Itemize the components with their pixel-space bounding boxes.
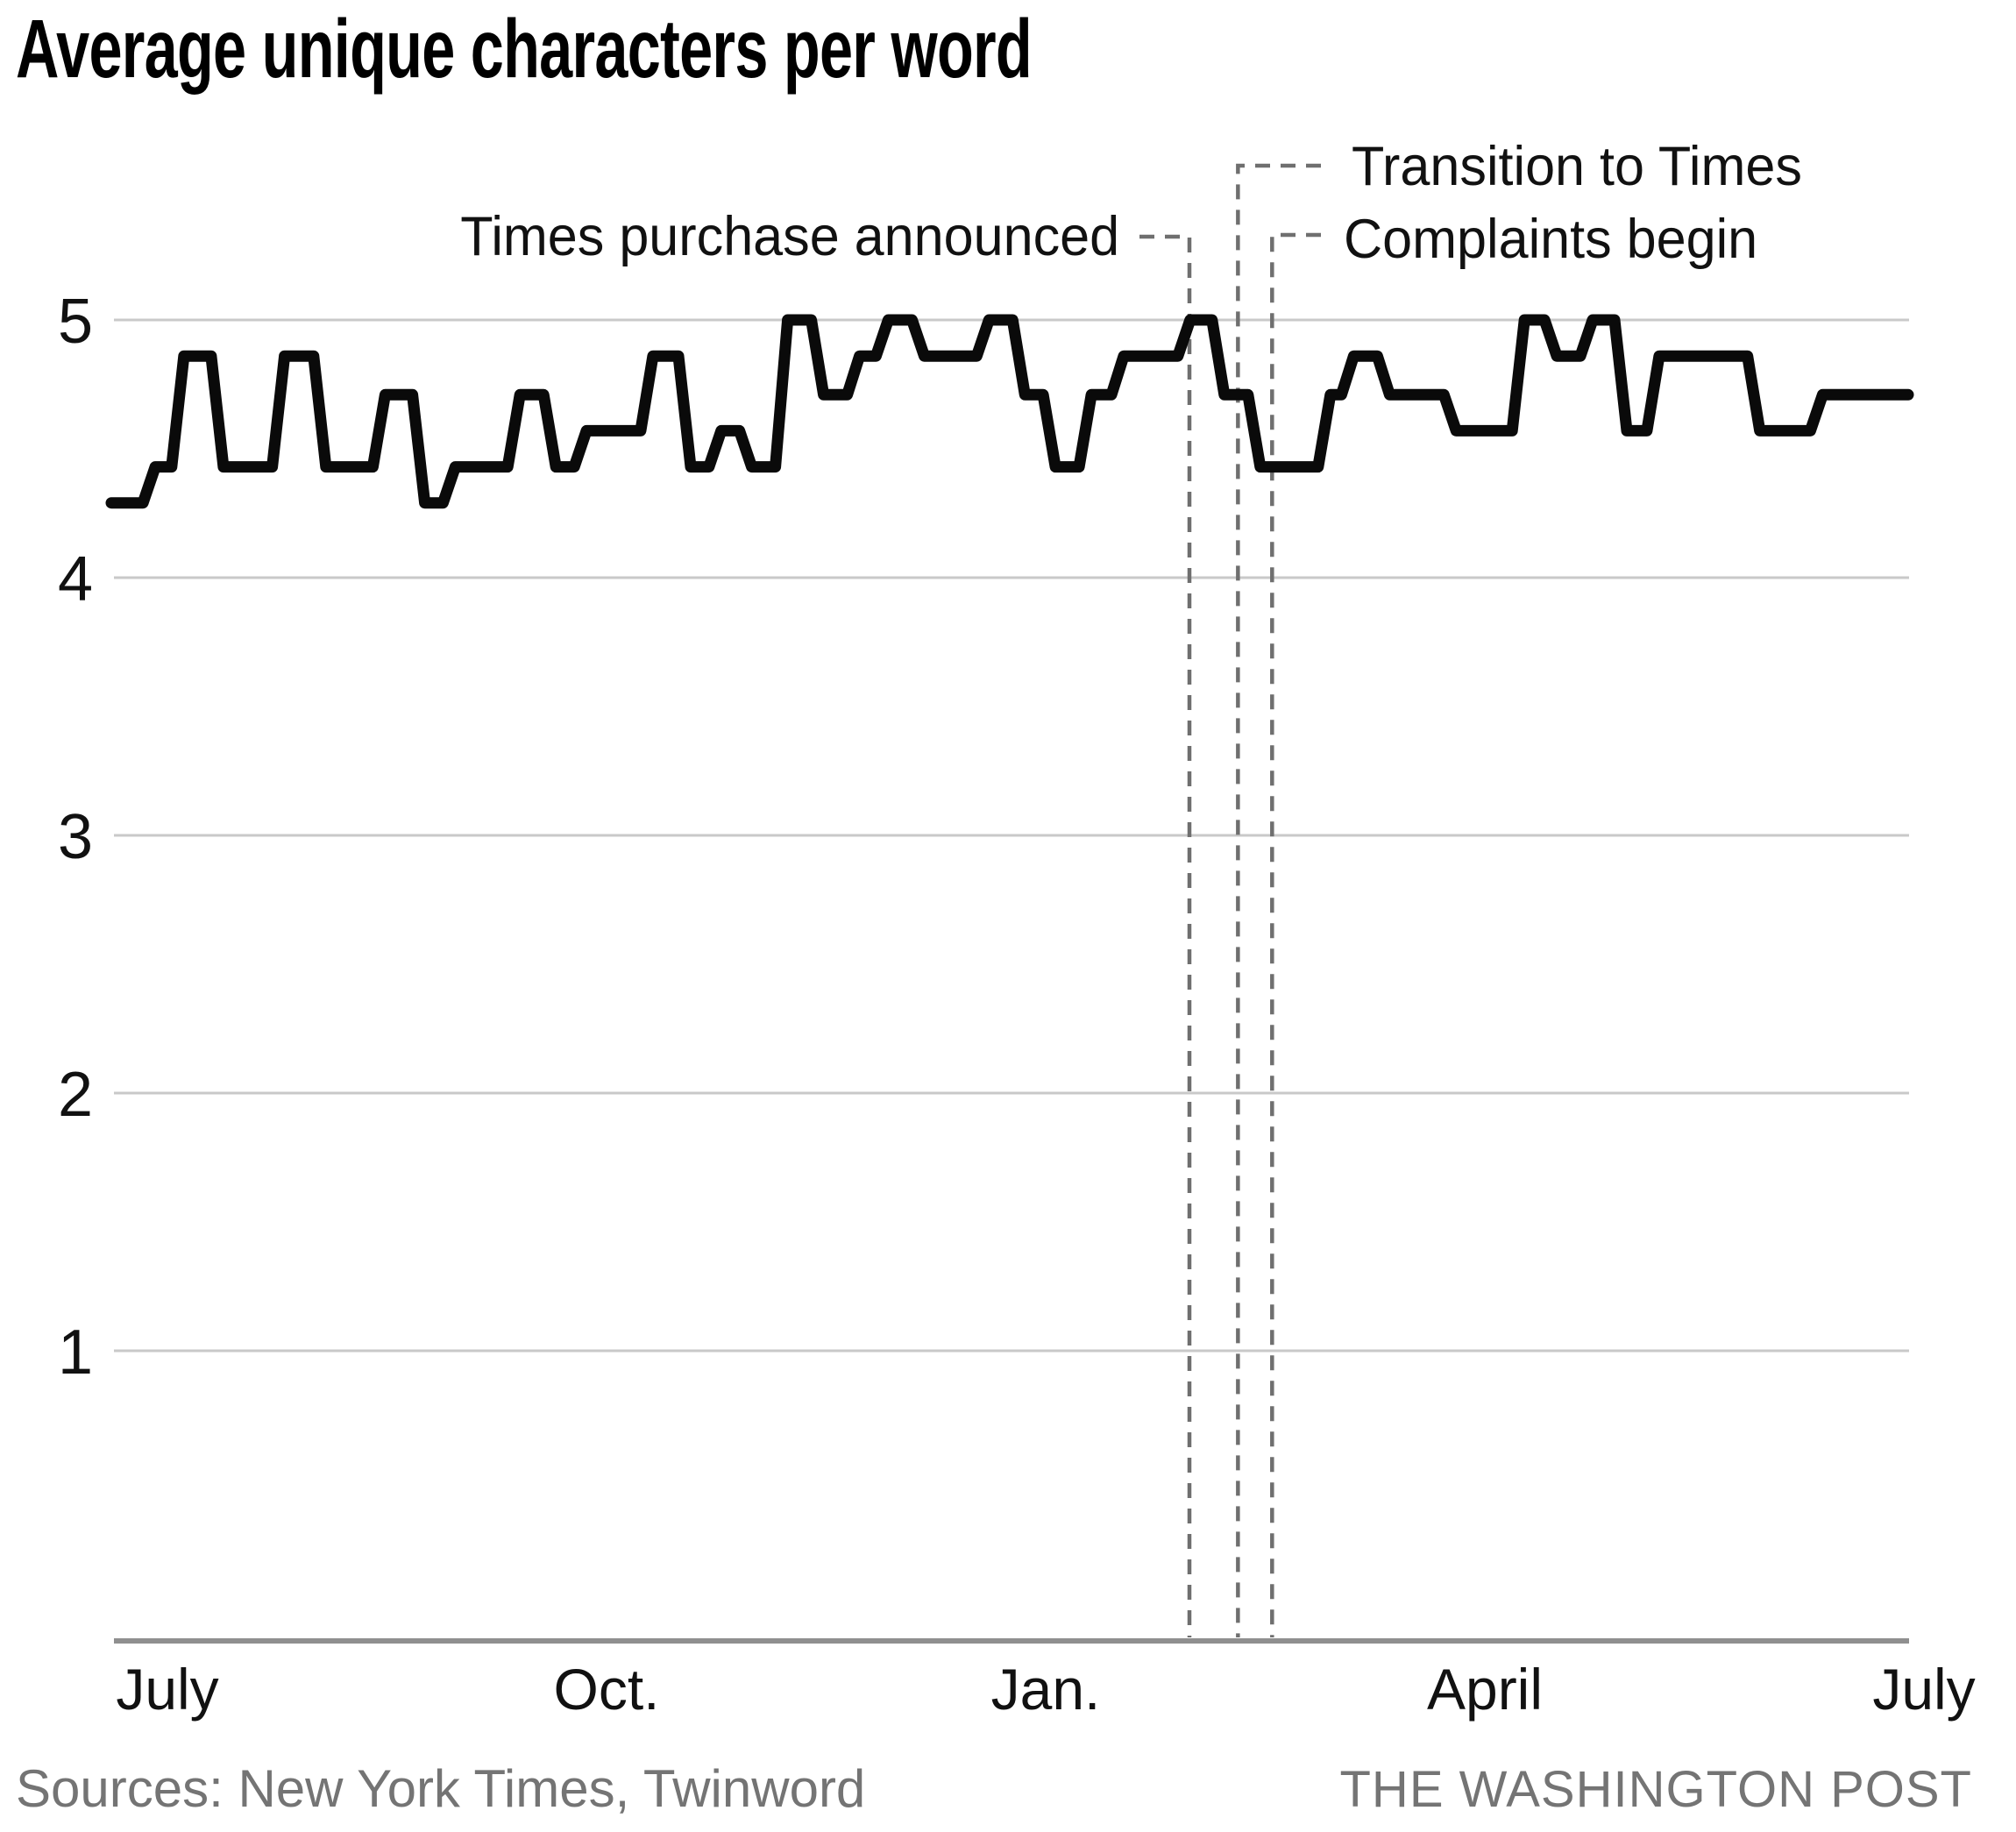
x-tick-label: July [1872, 1657, 1975, 1722]
data-line [105, 314, 1914, 509]
annotation-transition-to-times: Transition to Times [1352, 136, 1802, 197]
y-tick-label: 2 [58, 1060, 93, 1130]
publisher-credit: THE WASHINGTON POST [1339, 1761, 1972, 1818]
event-dashed-lines [1139, 163, 1321, 1637]
x-tick-labels: July Oct. Jan. April July [116, 1657, 1975, 1722]
y-tick-label: 4 [58, 544, 93, 614]
y-tick-label: 5 [58, 287, 93, 357]
x-tick-label: July [116, 1657, 218, 1722]
event-dashed-line [1270, 232, 1321, 1637]
annotation-times-purchase-announced: Times purchase announced [460, 206, 1119, 267]
y-tick-labels: 5 4 3 2 1 [58, 287, 93, 1388]
y-tick-label: 3 [58, 802, 93, 872]
annotation-complaints-begin: Complaints begin [1344, 209, 1758, 270]
data-series [105, 314, 1914, 509]
x-tick-label: Jan. [991, 1657, 1101, 1722]
x-tick-label: Oct. [553, 1657, 659, 1722]
x-tick-label: April [1427, 1657, 1543, 1722]
event-dashed-line [1236, 163, 1321, 1637]
y-tick-label: 1 [58, 1317, 93, 1388]
sources-line: Sources: New York Times, Twinword [16, 1759, 866, 1818]
gridlines [114, 318, 1909, 1353]
page-title: Average unique characters per word [16, 3, 1033, 96]
event-dashed-line [1139, 234, 1192, 1637]
